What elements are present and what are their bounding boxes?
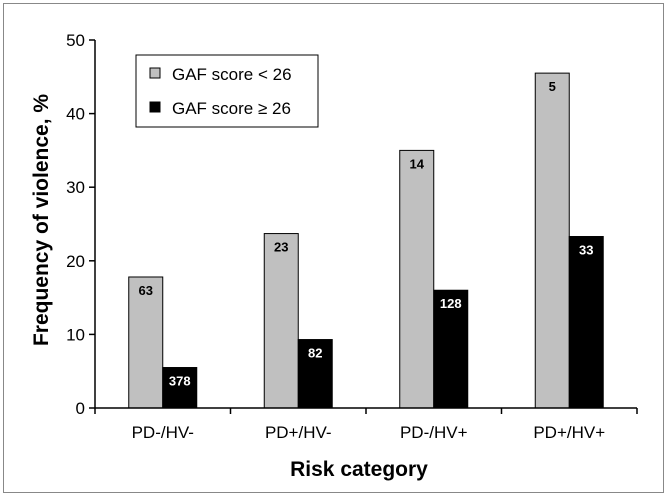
bar-series-2 [568, 236, 604, 409]
bar-data-label: 63 [139, 283, 153, 298]
x-tick-label: PD-/HV+ [400, 423, 468, 442]
legend-swatch-series-2 [149, 101, 161, 113]
bar-data-label: 14 [410, 156, 425, 171]
bar-series-1 [128, 276, 164, 409]
y-ticks-group: 0 10 20 30 40 50 [66, 31, 95, 418]
bar-series-2 [162, 367, 198, 409]
bar-series-1 [534, 72, 570, 409]
bar-series-1 [399, 149, 435, 409]
bar-data-label: 33 [579, 243, 593, 258]
x-ticks-group: PD-/HV- PD+/HV- PD-/HV+ PD+/HV+ [94, 408, 638, 442]
legend-label-series-1: GAF score < 26 [172, 65, 292, 84]
y-tick-label: 0 [76, 399, 85, 418]
y-tick-label: 40 [66, 105, 85, 124]
x-tick-label: PD-/HV- [132, 423, 194, 442]
bars-group: 63 378 23 82 14 128 5 33 [128, 72, 604, 409]
bar-series-2 [433, 289, 469, 409]
legend-swatch-series-1 [149, 67, 161, 79]
legend-box [135, 54, 319, 128]
legend-label-series-2: GAF score ≥ 26 [172, 99, 291, 118]
y-tick-label: 30 [66, 178, 85, 197]
bar-data-label: 378 [169, 374, 191, 389]
bar-data-label: 82 [308, 346, 322, 361]
y-axis-title: Frequency of violence, % [30, 94, 53, 346]
bar-data-label: 5 [549, 79, 556, 94]
bar-series-2 [297, 339, 333, 409]
bar-series-1 [263, 233, 299, 409]
x-tick-label: PD+/HV- [265, 423, 332, 442]
x-tick-label: PD+/HV+ [533, 423, 605, 442]
bar-data-label: 23 [274, 240, 288, 255]
y-tick-label: 10 [66, 325, 85, 344]
bar-data-label: 128 [440, 296, 462, 311]
legend: GAF score < 26 GAF score ≥ 26 [135, 54, 319, 128]
y-tick-label: 50 [66, 31, 85, 50]
y-tick-label: 20 [66, 252, 85, 271]
x-axis-title: Risk category [290, 458, 428, 481]
